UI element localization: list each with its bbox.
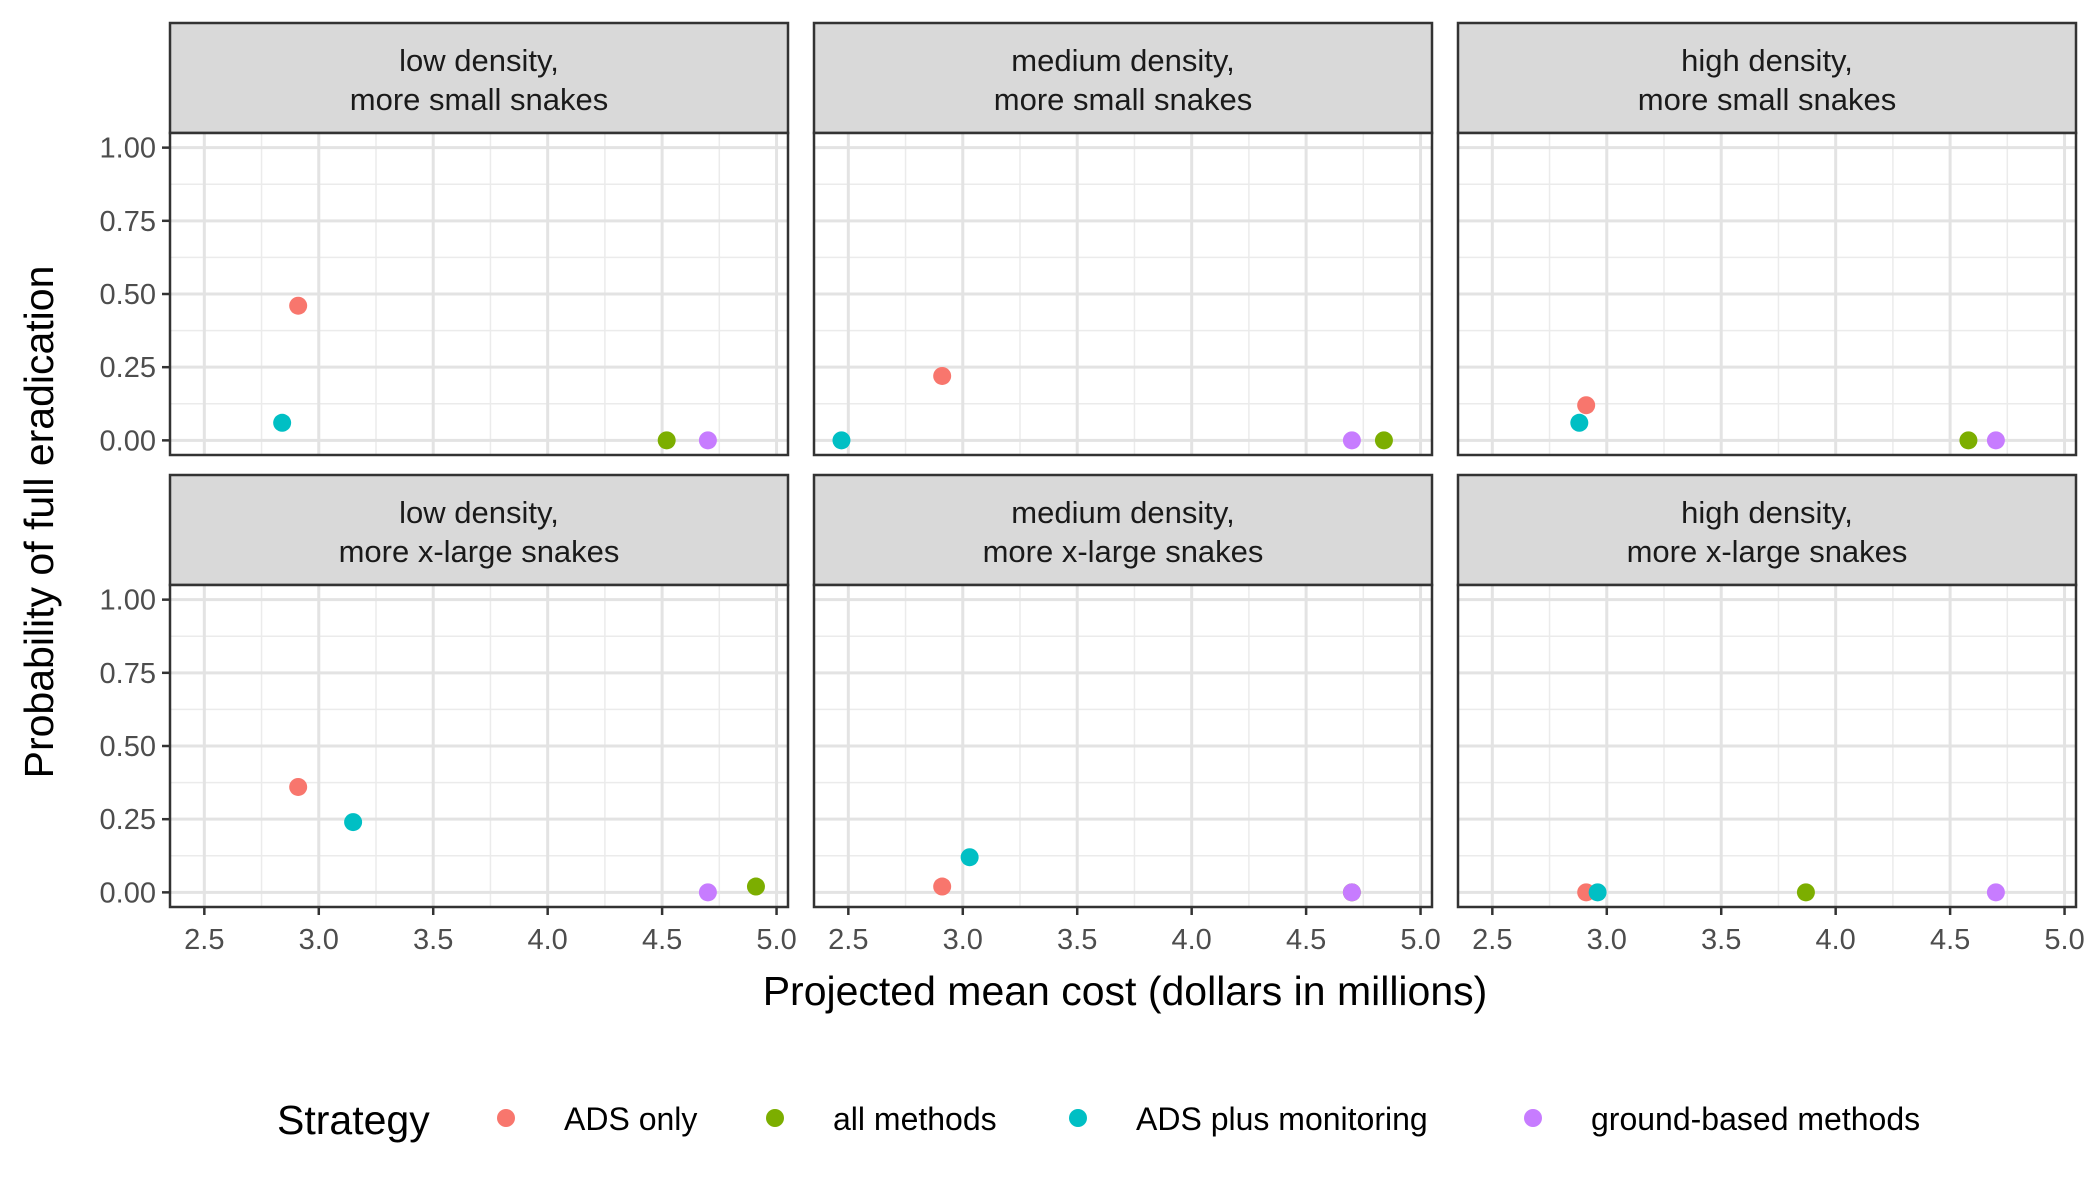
facet-strip-label: more small snakes bbox=[350, 82, 608, 117]
data-point bbox=[960, 848, 979, 867]
data-point bbox=[289, 777, 308, 796]
x-tick-label: 3.0 bbox=[943, 924, 983, 956]
y-axis-title: Probability of full eradication bbox=[16, 266, 62, 779]
x-tick-label: 4.0 bbox=[1172, 924, 1212, 956]
data-point bbox=[933, 877, 952, 896]
facet-strip-label: more small snakes bbox=[1638, 82, 1896, 117]
data-point bbox=[344, 813, 363, 832]
legend: Strategy ADS only all methods ADS plus mon… bbox=[277, 1097, 1920, 1143]
facet-strip-label: more x-large snakes bbox=[1627, 534, 1908, 569]
x-tick-label: 2.5 bbox=[184, 924, 224, 956]
y-tick-label: 0.25 bbox=[100, 804, 156, 836]
legend-item: ground-based methods bbox=[1524, 1101, 1920, 1137]
x-tick-label: 3.0 bbox=[299, 924, 339, 956]
y-tick-label: 1.00 bbox=[100, 585, 156, 617]
y-tick-label: 0.00 bbox=[100, 425, 156, 457]
data-point bbox=[1342, 431, 1361, 450]
facet-strip-label: more small snakes bbox=[994, 82, 1252, 117]
data-point bbox=[1342, 883, 1361, 902]
facet-strip-background bbox=[812, 473, 1434, 587]
facet-panel-5: medium density, more x-large snakes bbox=[812, 473, 1434, 909]
y-tick-label: 0.00 bbox=[100, 877, 156, 909]
legend-label: all methods bbox=[833, 1101, 997, 1137]
facet-strip-label: medium density, bbox=[1011, 495, 1234, 530]
y-tick-label: 0.75 bbox=[100, 206, 156, 238]
x-tick-label: 2.5 bbox=[828, 924, 868, 956]
x-tick-label: 4.5 bbox=[1930, 924, 1970, 956]
facet-strip-label: high density, bbox=[1681, 43, 1853, 78]
data-point bbox=[698, 431, 717, 450]
facet-strip-label: low density, bbox=[399, 43, 559, 78]
legend-label: ground-based methods bbox=[1591, 1101, 1920, 1137]
x-tick-label: 2.5 bbox=[1472, 924, 1512, 956]
data-point bbox=[698, 883, 717, 902]
x-axis-title: Projected mean cost (dollars in millions… bbox=[763, 968, 1488, 1014]
panel-border bbox=[812, 131, 1434, 457]
facet-panel-6: high density, more x-large snakes bbox=[1456, 473, 2078, 909]
legend-key bbox=[766, 1109, 784, 1127]
x-tick-label: 3.0 bbox=[1587, 924, 1627, 956]
facet-strip-label: more x-large snakes bbox=[983, 534, 1264, 569]
facet-strip-label: more x-large snakes bbox=[339, 534, 620, 569]
legend-key bbox=[497, 1109, 515, 1127]
data-point bbox=[1588, 883, 1607, 902]
facet-panel-3: high density, more small snakes bbox=[1456, 21, 2078, 457]
legend-label: ADS plus monitoring bbox=[1136, 1101, 1428, 1137]
legend-item: ADS plus monitoring bbox=[1069, 1101, 1428, 1137]
facet-strip-label: high density, bbox=[1681, 495, 1853, 530]
x-tick-label: 5.0 bbox=[1400, 924, 1440, 956]
panel-border bbox=[1456, 583, 2078, 909]
data-point bbox=[832, 431, 851, 450]
y-tick-label: 0.50 bbox=[100, 279, 156, 311]
facet-panel-2: medium density, more small snakes bbox=[812, 21, 1434, 457]
facet-strip-background bbox=[168, 473, 790, 587]
legend-title: Strategy bbox=[277, 1097, 430, 1143]
data-point bbox=[746, 877, 765, 896]
facet-strip-background bbox=[168, 21, 790, 135]
facet-panel-4: low density, more x-large snakes bbox=[168, 473, 790, 909]
data-point bbox=[289, 296, 308, 315]
x-axis-ticks: 2.5 3.0 3.5 4.0 4.5 5.0 2.5 3.0 3.5 4.0 4.5 5.0 2.5 3… bbox=[184, 907, 2085, 956]
y-axis-ticks: 0.00 0.25 0.50 0.75 1.00 0.00 0.25 0.50 0.75 1.00 bbox=[100, 133, 170, 909]
x-tick-label: 4.5 bbox=[642, 924, 682, 956]
facet-panel-1: low density, more small snakes bbox=[168, 21, 790, 457]
data-point bbox=[1570, 413, 1589, 432]
legend-items: ADS only all methods ADS plus monitoring gr… bbox=[497, 1101, 1920, 1137]
legend-item: ADS only bbox=[497, 1101, 697, 1137]
facet-strip-label: low density, bbox=[399, 495, 559, 530]
facet-strip-background bbox=[1456, 21, 2078, 135]
data-point bbox=[1374, 431, 1393, 450]
legend-key bbox=[1069, 1109, 1087, 1127]
x-tick-label: 5.0 bbox=[2044, 924, 2084, 956]
data-point bbox=[1986, 431, 2005, 450]
panel-border bbox=[812, 583, 1434, 909]
data-point bbox=[1796, 883, 1815, 902]
data-point bbox=[1577, 396, 1596, 415]
x-tick-label: 3.5 bbox=[1057, 924, 1097, 956]
x-tick-label: 4.5 bbox=[1286, 924, 1326, 956]
x-tick-label: 3.5 bbox=[1701, 924, 1741, 956]
facet-strip-background bbox=[1456, 473, 2078, 587]
legend-item: all methods bbox=[766, 1101, 997, 1137]
y-tick-label: 1.00 bbox=[100, 133, 156, 165]
x-tick-label: 3.5 bbox=[413, 924, 453, 956]
data-point bbox=[933, 366, 952, 385]
data-point bbox=[657, 431, 676, 450]
x-tick-label: 4.0 bbox=[528, 924, 568, 956]
x-tick-label: 5.0 bbox=[756, 924, 796, 956]
data-point bbox=[1959, 431, 1978, 450]
data-point bbox=[1986, 883, 2005, 902]
y-tick-label: 0.50 bbox=[100, 731, 156, 763]
x-tick-label: 4.0 bbox=[1816, 924, 1856, 956]
legend-label: ADS only bbox=[564, 1101, 697, 1137]
y-tick-label: 0.25 bbox=[100, 352, 156, 384]
facet-strip-background bbox=[812, 21, 1434, 135]
legend-key bbox=[1524, 1109, 1542, 1127]
panel-border bbox=[1456, 131, 2078, 457]
data-point bbox=[273, 413, 292, 432]
y-tick-label: 0.75 bbox=[100, 658, 156, 690]
facet-strip-label: medium density, bbox=[1011, 43, 1234, 78]
